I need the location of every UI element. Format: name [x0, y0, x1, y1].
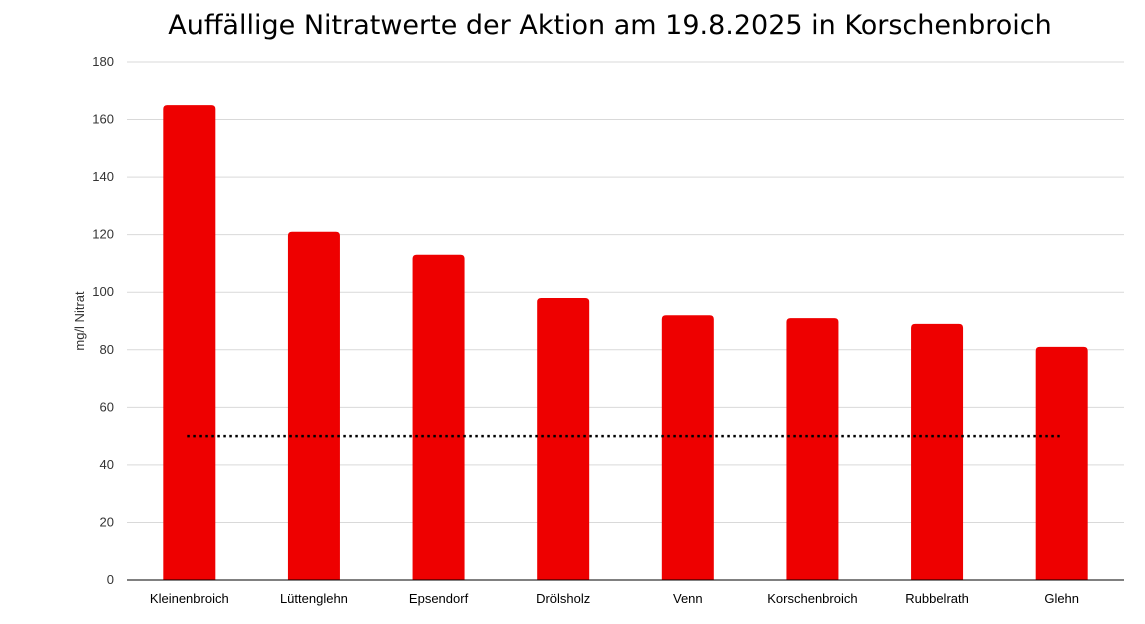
- y-tick-label: 100: [92, 284, 114, 299]
- bar-epsendorf: [412, 254, 465, 581]
- bar-korschenbroich: [786, 318, 839, 580]
- y-tick-label: 120: [92, 227, 114, 242]
- x-tick-label: Drölsholz: [536, 591, 590, 606]
- y-tick-label: 160: [92, 112, 114, 127]
- bar-drölsholz: [537, 297, 590, 580]
- y-tick-label: 60: [100, 399, 114, 414]
- bar-lüttenglehn: [287, 231, 340, 581]
- x-tick-label: Lüttenglehn: [280, 591, 348, 606]
- x-tick-label: Epsendorf: [409, 591, 469, 606]
- y-tick-label: 140: [92, 169, 114, 184]
- y-axis-label: mg/l Nitrat: [72, 291, 87, 351]
- x-tick-label: Rubbelrath: [905, 591, 969, 606]
- y-tick-label: 0: [107, 572, 114, 587]
- y-tick-label: 180: [92, 54, 114, 69]
- bar-glehn: [1035, 346, 1088, 580]
- y-tick-label: 40: [100, 457, 114, 472]
- y-tick-label: 80: [100, 342, 114, 357]
- x-tick-label: Glehn: [1044, 591, 1079, 606]
- y-tick-label: 20: [100, 514, 114, 529]
- x-tick-label: Venn: [673, 591, 703, 606]
- bar-rubbelrath: [911, 323, 964, 580]
- bar-kleinenbroich: [163, 105, 216, 581]
- x-tick-label: Korschenbroich: [767, 591, 857, 606]
- bar-venn: [661, 315, 714, 580]
- x-tick-label: Kleinenbroich: [150, 591, 229, 606]
- chart-title: Auffällige Nitratwerte der Aktion am 19.…: [168, 10, 1052, 41]
